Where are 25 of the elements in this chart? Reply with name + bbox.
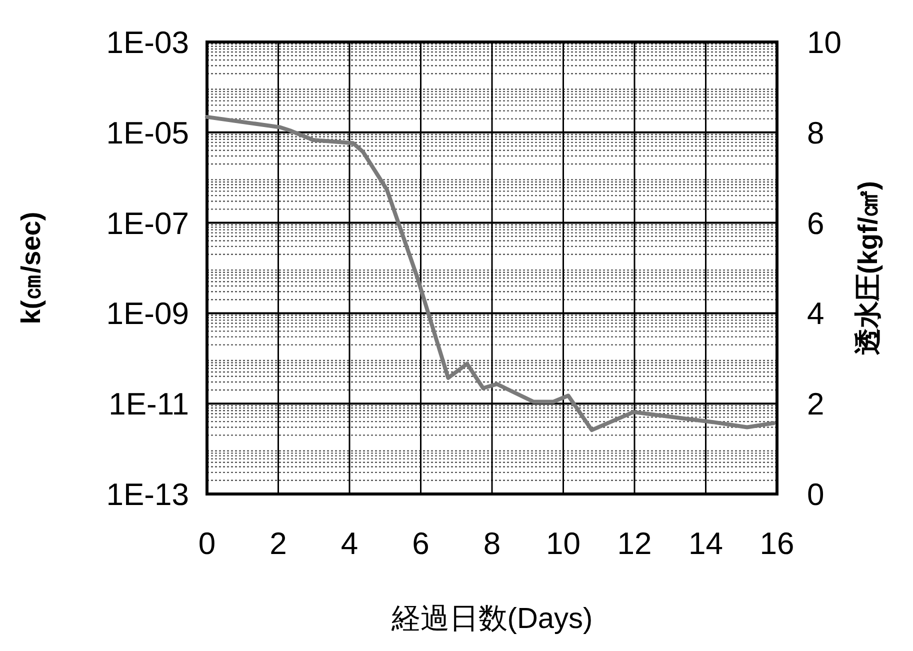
x-tick-label: 14 <box>688 526 723 561</box>
x-tick-label: 4 <box>340 526 358 561</box>
y-tick-label: 1E-09 <box>106 296 189 332</box>
y2-tick-label: 6 <box>807 206 824 241</box>
line-series <box>205 114 776 432</box>
y2-tick-label: 2 <box>807 386 824 422</box>
y-tick-label: 1E-07 <box>106 206 189 241</box>
y-tick-label: 1E-05 <box>106 115 189 150</box>
x-tick-label: 12 <box>617 526 652 561</box>
x-tick-label: 6 <box>412 526 430 561</box>
x-tick-label: 8 <box>483 526 501 561</box>
y2-axis-title: 透水圧(kgf/㎠) <box>853 181 883 355</box>
x-tick-label: 16 <box>760 526 794 561</box>
y2-tick-label: 8 <box>807 115 824 150</box>
y-axis-title: k(㎝/sec) <box>16 212 46 324</box>
x-tick-label: 0 <box>198 526 216 561</box>
y2-tick-label: 0 <box>807 477 824 512</box>
x-tick-label: 2 <box>270 526 287 561</box>
y-tick-label: 1E-03 <box>106 25 189 60</box>
y2-tick-label: 4 <box>807 296 824 332</box>
x-axis-title: 経過日数(Days) <box>390 603 593 635</box>
y-tick-label: 1E-11 <box>108 386 189 422</box>
y-tick-label: 1E-13 <box>106 477 189 512</box>
y2-tick-label: 10 <box>807 25 842 60</box>
x-tick-label: 10 <box>546 526 580 561</box>
